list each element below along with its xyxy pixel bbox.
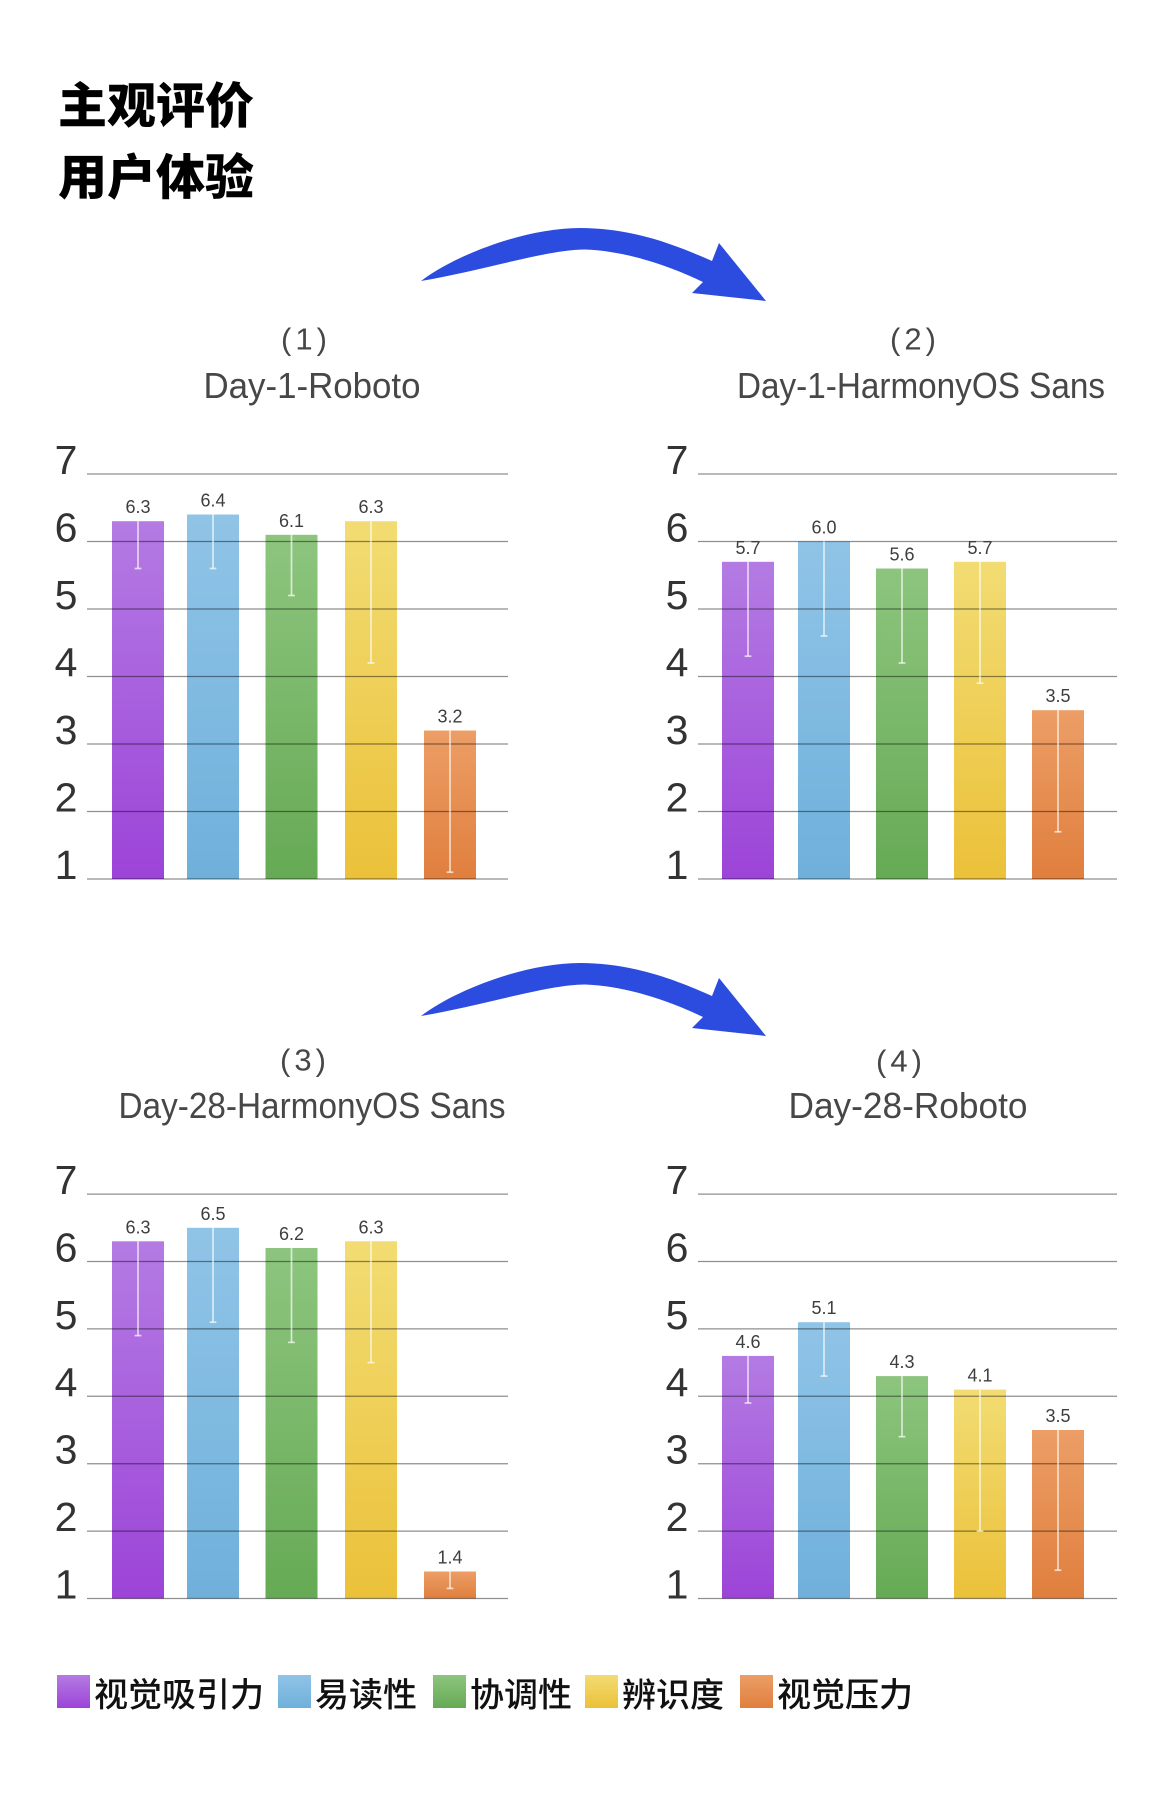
svg-text:2: 2 [666, 775, 689, 821]
svg-text:(3): (3) [280, 1043, 330, 1078]
svg-text:5.7: 5.7 [967, 538, 992, 558]
svg-text:Day-1-Roboto: Day-1-Roboto [204, 365, 421, 406]
svg-text:6.3: 6.3 [358, 1217, 383, 1237]
svg-text:Day-1-HarmonyOS Sans: Day-1-HarmonyOS Sans [737, 365, 1105, 406]
svg-text:6.3: 6.3 [125, 497, 150, 517]
svg-text:6.4: 6.4 [200, 491, 225, 511]
svg-text:1: 1 [666, 842, 689, 888]
svg-text:6.3: 6.3 [358, 497, 383, 517]
svg-text:5: 5 [666, 572, 689, 618]
svg-text:6.0: 6.0 [811, 518, 836, 538]
svg-text:2: 2 [55, 1494, 78, 1540]
svg-text:6.1: 6.1 [279, 511, 304, 531]
svg-text:6.3: 6.3 [125, 1217, 150, 1237]
svg-text:3: 3 [55, 1427, 78, 1473]
svg-text:(2): (2) [890, 322, 940, 357]
svg-text:4: 4 [55, 1359, 78, 1405]
svg-text:7: 7 [666, 1157, 689, 1203]
svg-text:5: 5 [55, 572, 78, 618]
svg-text:1: 1 [55, 1562, 78, 1608]
svg-text:1.4: 1.4 [437, 1548, 462, 1568]
svg-text:3.5: 3.5 [1045, 686, 1070, 706]
svg-text:3: 3 [55, 707, 78, 753]
svg-text:6: 6 [666, 1225, 689, 1271]
svg-text:4.1: 4.1 [967, 1366, 992, 1386]
svg-text:6: 6 [666, 505, 689, 551]
svg-text:4.3: 4.3 [889, 1352, 914, 1372]
svg-text:5: 5 [666, 1292, 689, 1338]
svg-text:1: 1 [666, 1562, 689, 1608]
svg-text:5: 5 [55, 1292, 78, 1338]
svg-text:6.5: 6.5 [200, 1204, 225, 1224]
svg-text:6: 6 [55, 505, 78, 551]
svg-text:5.1: 5.1 [811, 1298, 836, 1318]
svg-text:3: 3 [666, 1427, 689, 1473]
svg-text:3.5: 3.5 [1045, 1406, 1070, 1426]
svg-text:5.7: 5.7 [735, 538, 760, 558]
svg-text:(4): (4) [876, 1044, 926, 1079]
svg-text:6: 6 [55, 1225, 78, 1271]
svg-text:3: 3 [666, 707, 689, 753]
svg-text:3.2: 3.2 [437, 707, 462, 727]
svg-text:4.6: 4.6 [735, 1332, 760, 1352]
svg-text:6.2: 6.2 [279, 1224, 304, 1244]
svg-text:Day-28-HarmonyOS Sans: Day-28-HarmonyOS Sans [119, 1085, 506, 1126]
svg-text:5.6: 5.6 [889, 545, 914, 565]
svg-text:4: 4 [666, 1359, 689, 1405]
svg-text:1: 1 [55, 842, 78, 888]
svg-text:(1): (1) [281, 322, 331, 357]
svg-text:4: 4 [55, 640, 78, 686]
svg-text:7: 7 [55, 437, 78, 483]
svg-text:4: 4 [666, 640, 689, 686]
svg-text:7: 7 [55, 1157, 78, 1203]
svg-text:2: 2 [55, 775, 78, 821]
svg-text:7: 7 [666, 437, 689, 483]
svg-text:2: 2 [666, 1494, 689, 1540]
svg-text:Day-28-Roboto: Day-28-Roboto [789, 1085, 1028, 1126]
